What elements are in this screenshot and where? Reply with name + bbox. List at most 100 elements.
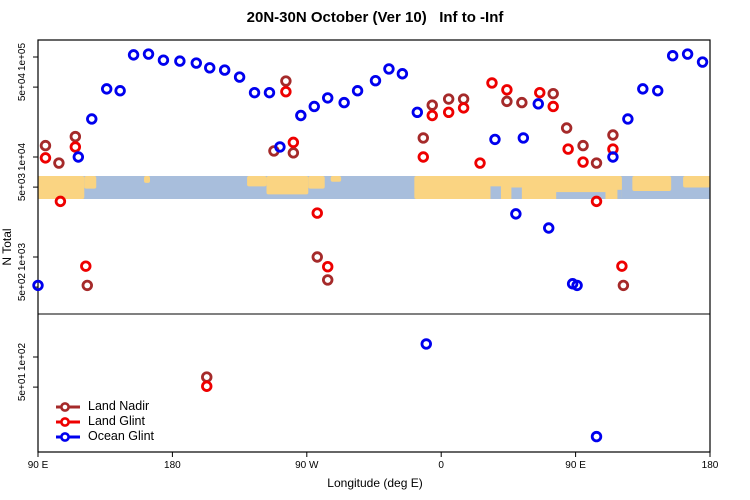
data-point-land-nadir — [53, 157, 65, 169]
data-point-ocean-glint — [263, 86, 276, 99]
data-point-ocean-glint — [322, 92, 334, 104]
data-point-ocean-glint — [510, 208, 522, 220]
data-point-ocean-glint — [100, 83, 113, 95]
x-tick-label: 0 — [438, 460, 444, 471]
data-point-ocean-glint — [351, 85, 364, 97]
map-band-sea — [490, 186, 501, 199]
map-band-land — [308, 176, 325, 189]
data-point-ocean-glint — [420, 338, 432, 350]
y-tick-label: 1e+03 — [17, 243, 28, 272]
legend-circle — [60, 416, 70, 427]
land-glint-symbol-icon — [56, 416, 80, 427]
x-axis-title: Longitude (deg E) — [327, 476, 423, 490]
map-band-sea — [511, 187, 522, 199]
data-point-ocean-glint — [696, 56, 709, 68]
data-point-land-glint — [562, 143, 574, 155]
data-point-land-glint — [201, 380, 213, 392]
data-point-land-nadir — [81, 279, 93, 292]
data-point-land-nadir — [39, 139, 52, 152]
data-point-land-nadir — [590, 157, 603, 169]
map-band-sea — [556, 192, 606, 199]
data-point-land-glint — [486, 77, 498, 89]
data-point-ocean-glint — [369, 74, 382, 87]
data-point-ocean-glint — [127, 49, 140, 61]
data-point-land-nadir — [442, 93, 455, 105]
data-point-land-nadir — [607, 129, 619, 141]
data-point-land-nadir — [417, 132, 429, 144]
legend-label: Ocean Glint — [88, 429, 155, 443]
data-point-land-nadir — [69, 130, 82, 143]
legend-label: Land Nadir — [88, 399, 150, 413]
data-point-ocean-glint — [532, 98, 544, 110]
legend-circle — [60, 431, 70, 442]
plot-border — [37, 39, 711, 453]
data-point-land-nadir — [201, 371, 213, 383]
data-point-land-glint — [590, 195, 603, 208]
map-band-land — [38, 176, 85, 199]
data-point-ocean-glint — [72, 151, 85, 163]
data-point-ocean-glint — [190, 57, 202, 69]
y-tick-label: 5e+01 — [17, 373, 28, 402]
data-point-land-glint — [457, 102, 470, 114]
data-point-land-glint — [547, 100, 559, 113]
y-tick-label: 1e+02 — [17, 343, 28, 372]
data-point-ocean-glint — [622, 113, 634, 125]
data-point-ocean-glint — [396, 68, 409, 80]
data-point-ocean-glint — [295, 109, 307, 122]
data-point-ocean-glint — [411, 106, 424, 118]
data-point-land-glint — [280, 85, 292, 98]
data-point-land-nadir — [501, 95, 513, 108]
data-point-ocean-glint — [383, 63, 395, 75]
data-point-land-nadir — [287, 147, 300, 159]
data-point-ocean-glint — [607, 151, 619, 163]
data-point-ocean-glint — [338, 96, 350, 109]
y-tick-label: 5e+03 — [17, 173, 28, 202]
map-band-land — [144, 176, 150, 183]
x-tick-label: 180 — [702, 460, 719, 471]
data-point-land-nadir — [280, 75, 292, 87]
legend-label: Land Glint — [88, 414, 145, 428]
data-point-land-glint — [442, 106, 455, 118]
data-point-ocean-glint — [543, 222, 555, 234]
y-tick-label: 1e+04 — [17, 143, 28, 172]
data-point-land-nadir — [516, 96, 528, 109]
data-point-land-glint — [577, 156, 589, 168]
data-point-ocean-glint — [666, 50, 679, 62]
data-point-land-glint — [69, 141, 82, 153]
data-point-land-glint — [534, 86, 546, 99]
legend-circle — [60, 401, 70, 412]
data-point-ocean-glint — [142, 48, 155, 60]
data-point-ocean-glint — [114, 85, 126, 97]
x-tick-label: 90 E — [28, 460, 49, 471]
data-point-ocean-glint — [157, 54, 170, 66]
land-nadir-symbol-icon — [56, 401, 80, 412]
data-point-land-nadir — [560, 122, 573, 134]
data-point-ocean-glint — [204, 62, 216, 74]
y-tick-label: 5e+04 — [17, 73, 28, 102]
map-band-land — [266, 176, 309, 195]
map-band-land — [330, 176, 342, 182]
data-point-land-glint — [474, 157, 486, 169]
ocean-glint-symbol-icon — [56, 431, 80, 442]
data-point-land-glint — [54, 195, 67, 208]
y-tick-label: 5e+02 — [17, 273, 28, 302]
data-point-land-glint — [80, 260, 92, 272]
data-point-land-glint — [311, 207, 323, 219]
x-tick-label: 90 W — [295, 460, 319, 471]
data-point-land-glint — [322, 260, 334, 273]
data-point-ocean-glint — [637, 83, 649, 95]
map-band-land — [247, 176, 267, 187]
map-band-land — [84, 176, 97, 189]
legend: Land Nadir Land Glint Ocean Glint — [55, 399, 154, 444]
data-point-ocean-glint — [174, 55, 186, 67]
data-point-land-nadir — [547, 87, 559, 100]
data-point-land-nadir — [426, 99, 438, 111]
map-band-sea — [617, 189, 622, 199]
data-point-land-nadir — [577, 139, 589, 152]
data-point-ocean-glint — [308, 100, 320, 113]
data-point-land-glint — [39, 152, 52, 164]
data-point-land-glint — [417, 151, 429, 163]
data-point-land-glint — [616, 260, 628, 272]
legend-item-land-nadir: Land Nadir — [55, 399, 154, 414]
data-point-ocean-glint — [571, 279, 583, 292]
